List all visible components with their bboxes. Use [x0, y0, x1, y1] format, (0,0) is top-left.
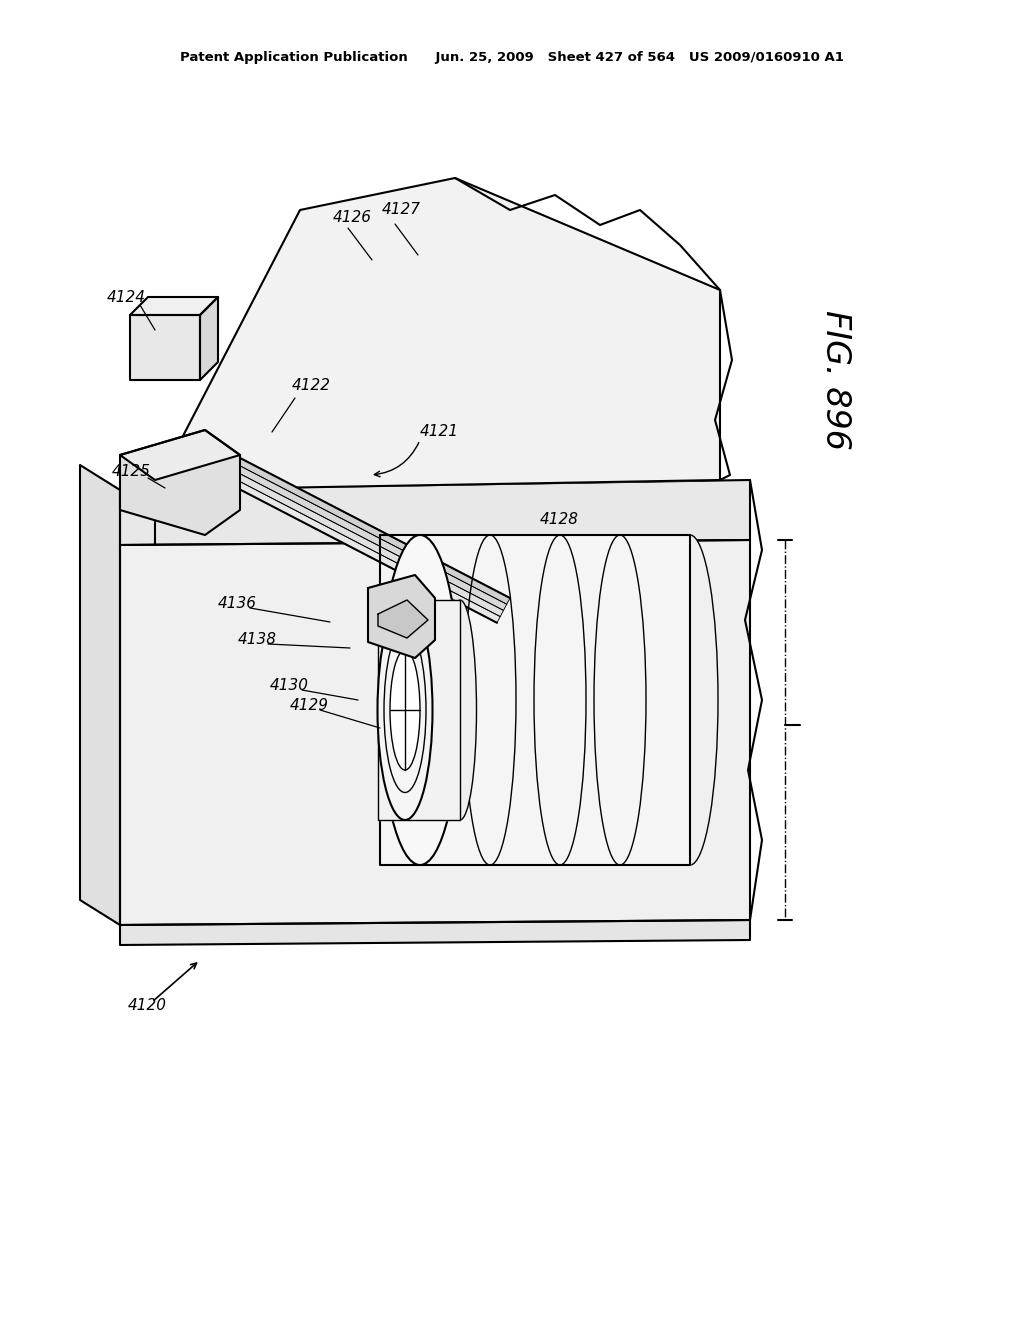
Polygon shape — [202, 463, 501, 623]
Polygon shape — [205, 458, 504, 616]
Text: 4127: 4127 — [382, 202, 421, 218]
Ellipse shape — [443, 601, 476, 820]
Polygon shape — [378, 601, 460, 820]
Text: 4130: 4130 — [270, 677, 309, 693]
Polygon shape — [212, 445, 510, 605]
Ellipse shape — [390, 649, 420, 770]
Ellipse shape — [380, 535, 460, 865]
Polygon shape — [120, 920, 750, 945]
Text: 4136: 4136 — [218, 595, 257, 610]
Text: FIG. 896: FIG. 896 — [818, 310, 852, 450]
Text: 4125: 4125 — [112, 465, 151, 479]
Ellipse shape — [378, 601, 432, 820]
Polygon shape — [378, 601, 428, 638]
Text: 4138: 4138 — [238, 632, 278, 648]
Polygon shape — [130, 297, 218, 315]
Text: Patent Application Publication      Jun. 25, 2009   Sheet 427 of 564   US 2009/0: Patent Application Publication Jun. 25, … — [180, 51, 844, 65]
Polygon shape — [80, 465, 120, 925]
Polygon shape — [120, 540, 750, 925]
Polygon shape — [120, 480, 750, 545]
Polygon shape — [120, 430, 240, 535]
Text: 4120: 4120 — [128, 998, 167, 1012]
Text: 4124: 4124 — [106, 290, 146, 305]
Polygon shape — [155, 178, 720, 490]
Polygon shape — [368, 576, 435, 657]
Polygon shape — [130, 315, 200, 380]
Polygon shape — [209, 451, 507, 610]
Text: 4126: 4126 — [333, 210, 372, 226]
Text: 4122: 4122 — [292, 379, 331, 393]
Polygon shape — [120, 430, 240, 480]
Text: 4128: 4128 — [540, 512, 579, 528]
Polygon shape — [380, 535, 690, 865]
Polygon shape — [200, 297, 218, 380]
Text: 4129: 4129 — [290, 697, 329, 713]
Text: 4121: 4121 — [420, 425, 459, 440]
Ellipse shape — [662, 535, 718, 865]
